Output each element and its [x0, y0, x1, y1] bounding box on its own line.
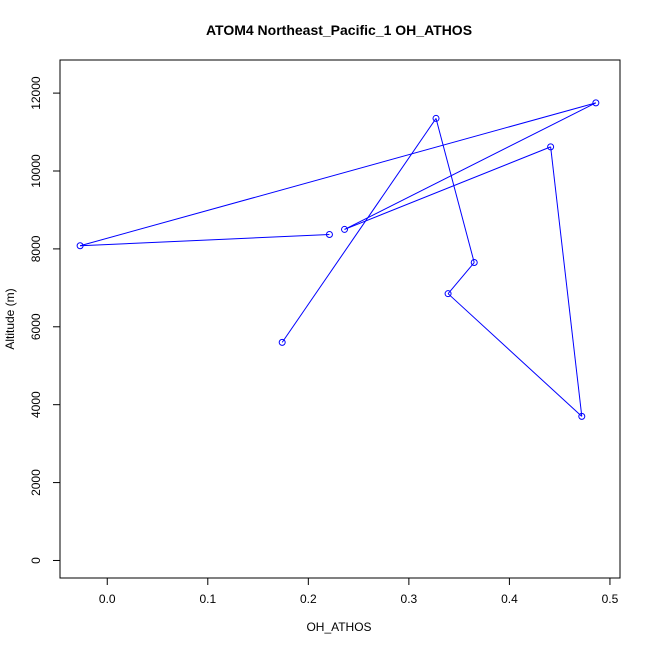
x-tick-label: 0.3	[401, 592, 418, 606]
data-point	[341, 225, 349, 233]
series-line-segment	[344, 102, 597, 230]
y-axis: 0 2000 4000 6000 8000 10000 12000	[29, 76, 61, 564]
y-tick-label: 6000	[29, 313, 43, 340]
y-tick-label: 10000	[29, 154, 43, 188]
series-layer	[76, 99, 600, 420]
x-tick-label: 0.1	[199, 592, 216, 606]
data-point	[578, 412, 586, 420]
plot-area-frame	[59, 59, 621, 579]
data-point	[592, 99, 600, 107]
y-tick-label: 2000	[29, 469, 43, 496]
y-axis-label: Altitude (m)	[3, 288, 17, 349]
data-point	[325, 230, 333, 238]
chart-title: ATOM4 Northeast_Pacific_1 OH_ATHOS	[206, 22, 472, 38]
data-point	[432, 114, 440, 122]
y-tick-label: 4000	[29, 391, 43, 418]
x-tick-label: 0.4	[501, 592, 518, 606]
x-axis-label: OH_ATHOS	[306, 620, 371, 634]
data-point	[76, 242, 84, 250]
series-line-segment	[550, 146, 583, 417]
data-point	[547, 143, 555, 151]
series-line-segment	[281, 118, 437, 343]
y-tick-label: 12000	[29, 76, 43, 110]
y-tick-label: 0	[29, 557, 43, 564]
x-tick-label: 0.0	[99, 592, 116, 606]
series-line-segment	[344, 146, 551, 230]
data-point	[278, 338, 286, 346]
x-axis: 0.0 0.1 0.2 0.3 0.4 0.5	[99, 577, 619, 606]
y-tick-label: 8000	[29, 235, 43, 262]
series-line-segment	[447, 262, 475, 295]
series-line-segment	[79, 102, 597, 247]
x-tick-label: 0.2	[300, 592, 317, 606]
data-point	[470, 259, 478, 267]
series-line-segment	[80, 233, 330, 247]
series-line-segment	[435, 118, 475, 263]
x-tick-label: 0.5	[602, 592, 619, 606]
series-line-segment	[447, 293, 583, 417]
data-point	[444, 290, 452, 298]
